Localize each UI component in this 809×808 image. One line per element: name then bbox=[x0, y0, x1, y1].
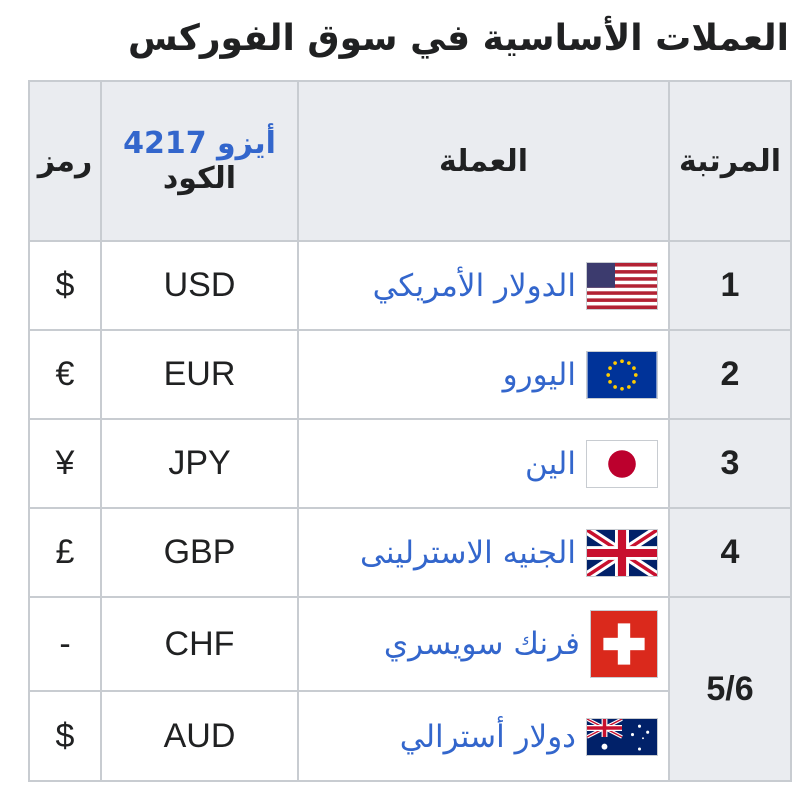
swiss-flag-icon bbox=[590, 610, 658, 678]
symbol-cell: $ bbox=[28, 240, 102, 331]
uk-flag-icon bbox=[586, 528, 658, 577]
symbol-cell: ¥ bbox=[28, 418, 102, 509]
table-title: العملات الأساسية في سوق الفوركس bbox=[128, 18, 789, 59]
symbol-cell: £ bbox=[28, 507, 102, 598]
currency-link[interactable]: فرنك سويسري bbox=[383, 626, 580, 662]
table-row: دولار أسترالي AUD $ bbox=[28, 690, 791, 782]
us-flag-icon bbox=[586, 261, 658, 310]
code-cell: USD bbox=[100, 240, 299, 331]
table-row: 4 الجنيه الاسترلينى GBP £ bbox=[28, 507, 792, 598]
currency-link[interactable]: اليورو bbox=[502, 356, 576, 393]
currency-cell: الدولار الأمريكي bbox=[297, 240, 670, 331]
table-row: 3 الين JPY ¥ bbox=[28, 418, 792, 509]
symbol-cell: $ bbox=[28, 690, 102, 782]
rank-cell: 2 bbox=[668, 329, 792, 420]
code-cell: EUR bbox=[100, 329, 299, 420]
code-cell: AUD bbox=[100, 690, 299, 782]
japan-flag-icon bbox=[586, 439, 658, 488]
table-row: 1 الدولار الأمريكي USD $ bbox=[28, 240, 792, 331]
rank-cell: 5/6 bbox=[668, 596, 792, 782]
header-currency: العملة bbox=[297, 80, 670, 242]
header-rank: المرتبة bbox=[668, 80, 792, 242]
header-symbol: رمز bbox=[28, 80, 102, 242]
symbol-cell: € bbox=[28, 329, 102, 420]
symbol-cell: - bbox=[28, 596, 102, 692]
currency-link[interactable]: الين bbox=[524, 445, 576, 482]
currency-link[interactable]: الدولار الأمريكي bbox=[372, 267, 576, 304]
eu-flag-icon bbox=[586, 350, 658, 399]
currency-cell: الجنيه الاسترلينى bbox=[297, 507, 670, 598]
currency-link[interactable]: الجنيه الاسترلينى bbox=[360, 534, 576, 571]
currency-link[interactable]: دولار أسترالي bbox=[399, 719, 576, 755]
currency-cell: الين bbox=[297, 418, 670, 509]
rank-cell: 4 bbox=[668, 507, 792, 598]
table-row: 2 اليورو EUR € bbox=[28, 329, 792, 420]
currency-cell: فرنك سويسري bbox=[297, 596, 670, 692]
currency-cell: اليورو bbox=[297, 329, 670, 420]
code-cell: JPY bbox=[100, 418, 299, 509]
currency-cell: دولار أسترالي bbox=[297, 690, 670, 782]
header-row: المرتبة العملة أيزو 4217 الكود رمز bbox=[28, 80, 792, 242]
header-code: أيزو 4217 الكود bbox=[100, 80, 299, 242]
australia-flag-icon bbox=[586, 718, 658, 756]
forex-currency-table: المرتبة العملة أيزو 4217 الكود رمز 1 الدو… bbox=[28, 80, 792, 782]
code-cell: CHF bbox=[100, 596, 299, 692]
table-row: 5/6 فرنك سويسري CHF - bbox=[28, 596, 792, 782]
code-label: الكود bbox=[162, 161, 237, 196]
code-cell: GBP bbox=[100, 507, 299, 598]
iso-4217-link[interactable]: أيزو 4217 bbox=[123, 126, 276, 161]
rank-cell: 3 bbox=[668, 418, 792, 509]
rank-cell: 1 bbox=[668, 240, 792, 331]
